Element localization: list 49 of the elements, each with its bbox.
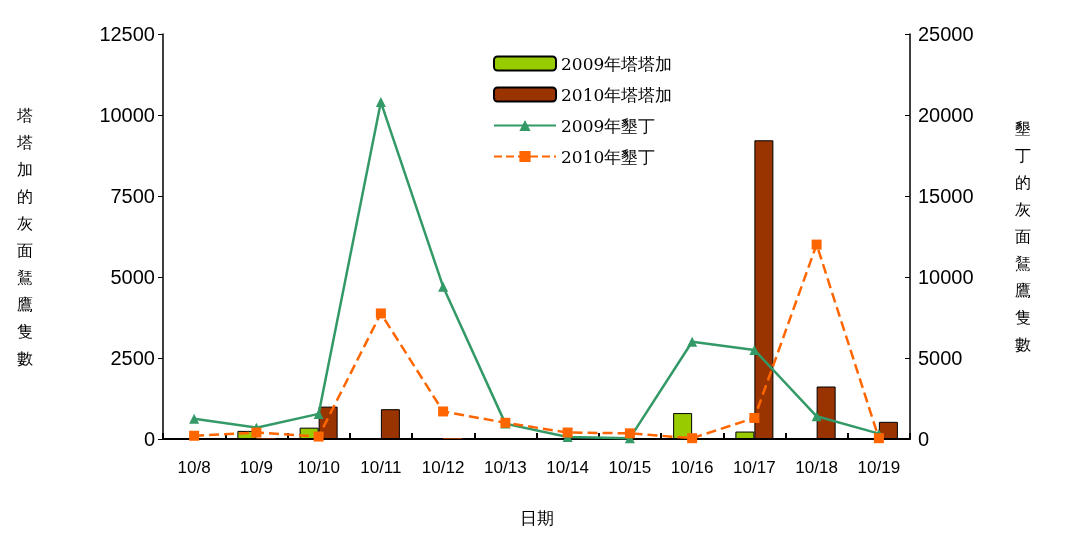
point — [251, 427, 262, 438]
point — [811, 411, 822, 422]
text: 墾丁的灰面鵟鷹隻數 — [1015, 119, 1031, 354]
legend-label: 2010年塔塔加 — [561, 84, 673, 105]
x-tick-label: 10/19 — [857, 458, 901, 477]
y2-tick-label: 20000 — [918, 104, 974, 126]
legend-label: 2010年墾丁 — [561, 146, 656, 167]
point — [687, 433, 698, 444]
point — [375, 308, 386, 319]
x-tick-label: 10/16 — [670, 458, 714, 477]
point — [624, 428, 635, 439]
y-tick-label: 12500 — [99, 23, 155, 45]
x-tick-label: 10/8 — [177, 458, 211, 477]
x-axis-title: 日期 — [519, 507, 554, 528]
y2-tick-label: 10000 — [918, 266, 974, 288]
legend-label: 2009年墾丁 — [561, 115, 656, 136]
legend-label: 2009年塔塔加 — [561, 53, 673, 74]
point — [189, 413, 200, 424]
y-tick-label: 7500 — [110, 185, 155, 207]
x-tick-label: 10/18 — [795, 458, 838, 477]
point — [438, 406, 449, 417]
x-tick-label: 10/13 — [484, 458, 527, 477]
y2-tick-label: 15000 — [918, 185, 974, 207]
point — [189, 430, 200, 441]
point — [375, 97, 386, 108]
x-tick-label: 10/12 — [421, 458, 465, 477]
point — [438, 281, 449, 292]
y-tick-label: 10000 — [99, 104, 155, 126]
point — [873, 433, 884, 444]
y2-tick-label: 5000 — [918, 347, 963, 369]
x-tick-label: 10/9 — [239, 458, 273, 477]
point — [749, 412, 760, 423]
point — [562, 427, 573, 438]
point — [313, 408, 324, 419]
y-tick-label: 2500 — [110, 347, 155, 369]
x-tick-label: 10/15 — [608, 458, 652, 477]
x-tick-label: 10/11 — [360, 458, 402, 477]
x-tick-label: 10/14 — [546, 458, 589, 477]
point — [811, 239, 822, 250]
y2-tick-label: 0 — [918, 428, 930, 450]
y-tick-label: 0 — [143, 428, 155, 450]
x-tick-label: 10/17 — [733, 458, 776, 477]
y-tick-label: 5000 — [110, 266, 155, 288]
y2-tick-label: 25000 — [918, 23, 974, 45]
x-tick-label: 10/10 — [297, 458, 340, 477]
point — [313, 431, 324, 442]
point — [749, 344, 760, 355]
text: 塔塔加的灰面鵟鷹隻數 — [17, 105, 33, 368]
point — [687, 336, 698, 347]
